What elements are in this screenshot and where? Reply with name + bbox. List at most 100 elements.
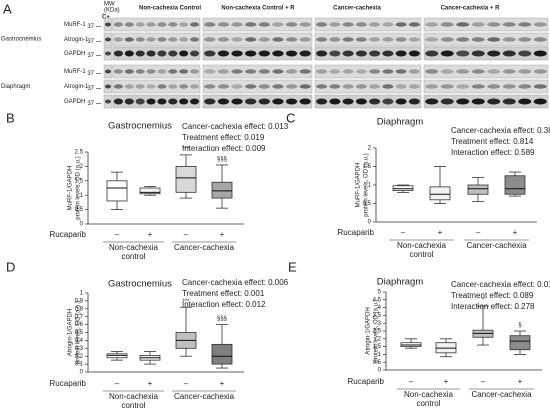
blot-band <box>408 50 420 57</box>
blot-band <box>189 22 200 27</box>
blot-band <box>272 50 284 57</box>
treatment-sign: – <box>401 228 406 237</box>
blot-row-label: Atrogin-1 <box>64 37 89 43</box>
blot-band <box>382 50 394 57</box>
stat-line: Treatment effect: 0.001 <box>182 289 265 298</box>
blot-band <box>105 22 111 27</box>
y-tick-label: 2 <box>368 146 372 152</box>
blot-band <box>231 22 243 27</box>
mw-label: MW <box>104 2 115 8</box>
blot-band <box>369 84 381 89</box>
blot-band <box>113 98 124 105</box>
blot-band <box>217 84 230 89</box>
box <box>467 184 489 195</box>
blot-band <box>157 84 167 89</box>
blot-band <box>157 69 167 74</box>
treatment-sign: + <box>438 228 443 237</box>
treatment-sign: – <box>115 230 120 239</box>
treatment-sign: – <box>184 230 189 239</box>
stat-line: Cancer-cachexia effect: 0.006 <box>182 278 289 287</box>
blot-band <box>408 84 420 89</box>
y-tick-label: 2 <box>378 336 382 342</box>
blot-band <box>329 69 341 74</box>
treatment-label: Rucaparib <box>338 228 375 237</box>
blot-band <box>299 37 311 42</box>
blot-band <box>382 37 394 42</box>
blot-band <box>395 84 407 89</box>
treatment-sign: + <box>444 377 449 386</box>
blot-band <box>189 37 200 42</box>
blot-strip <box>314 94 422 109</box>
y-tick-label: 0 <box>368 220 372 226</box>
blot-group-label: Cancer-cachexia + R <box>441 6 501 12</box>
stat-line: Interaction effect: 0.009 <box>182 144 266 153</box>
y-axis-label: protein levels, OD (a.u.) <box>364 153 370 216</box>
blot-band <box>425 98 439 105</box>
blot-band <box>204 50 216 57</box>
group-label: control <box>121 252 145 261</box>
blot-band <box>456 69 470 74</box>
blot-band <box>124 50 134 57</box>
blot-band <box>382 69 394 74</box>
blot-band <box>231 37 243 42</box>
mw-marker: 37 <box>87 71 94 77</box>
blot-band <box>456 98 470 105</box>
blot-band <box>382 98 394 105</box>
blot-band <box>258 69 271 74</box>
blot-band <box>105 84 111 89</box>
group-label: Non-cachexia <box>404 390 453 399</box>
blot-band <box>329 37 341 42</box>
blot-strip <box>314 17 422 32</box>
blot-band <box>204 69 216 74</box>
group-label: Non-cachexia <box>397 241 446 250</box>
blot-band <box>518 37 532 42</box>
blot-strip <box>314 32 422 47</box>
blot-band <box>189 69 200 74</box>
blot-band <box>355 98 367 105</box>
blot-band <box>408 22 420 27</box>
blot-band <box>533 50 547 57</box>
blot-band <box>533 84 547 89</box>
mw-marker: 37 <box>87 101 94 107</box>
blot-band <box>408 98 420 105</box>
blot-band <box>471 84 485 89</box>
blot-band <box>316 50 328 57</box>
treatment-sign: – <box>115 379 120 388</box>
blot-band <box>231 69 243 74</box>
treatment-sign: – <box>476 228 481 237</box>
blot-band <box>471 50 485 57</box>
blot-band <box>369 69 381 74</box>
blot-band <box>179 84 189 89</box>
blot-band <box>146 22 156 27</box>
blot-band <box>456 84 470 89</box>
blot-band <box>105 69 111 74</box>
blot-band <box>369 22 381 27</box>
panel-letter: D <box>6 259 15 274</box>
blot-band <box>342 98 354 105</box>
y-tick-label: 3.5 <box>373 313 382 319</box>
blot-band <box>105 99 111 104</box>
group-label: control <box>416 399 440 408</box>
blot-band <box>355 69 367 74</box>
mw-marker: 37 <box>87 39 94 45</box>
blot-row-label: GAPDH <box>64 99 85 105</box>
blot-band <box>231 50 243 57</box>
blot-row-label: GAPDH <box>64 51 85 57</box>
blot-band <box>502 84 516 89</box>
significance: § <box>518 323 521 329</box>
significance: *** <box>182 299 190 305</box>
blot-strip <box>112 17 201 32</box>
y-tick-label: 1.5 <box>363 164 372 170</box>
stat-line: Interaction effect: 0.012 <box>182 300 266 309</box>
group-label: Cancer-cachexia <box>174 243 235 252</box>
blot-band <box>369 98 381 105</box>
y-tick-label: 0.6 <box>75 322 84 328</box>
y-tick-label: 0.4 <box>75 338 84 344</box>
box <box>211 181 233 199</box>
blot-band <box>342 84 354 89</box>
blot-band <box>168 98 178 105</box>
blot-band <box>342 69 354 74</box>
blot-band <box>471 22 485 27</box>
blot-band <box>471 69 485 74</box>
blot-band <box>518 98 532 105</box>
